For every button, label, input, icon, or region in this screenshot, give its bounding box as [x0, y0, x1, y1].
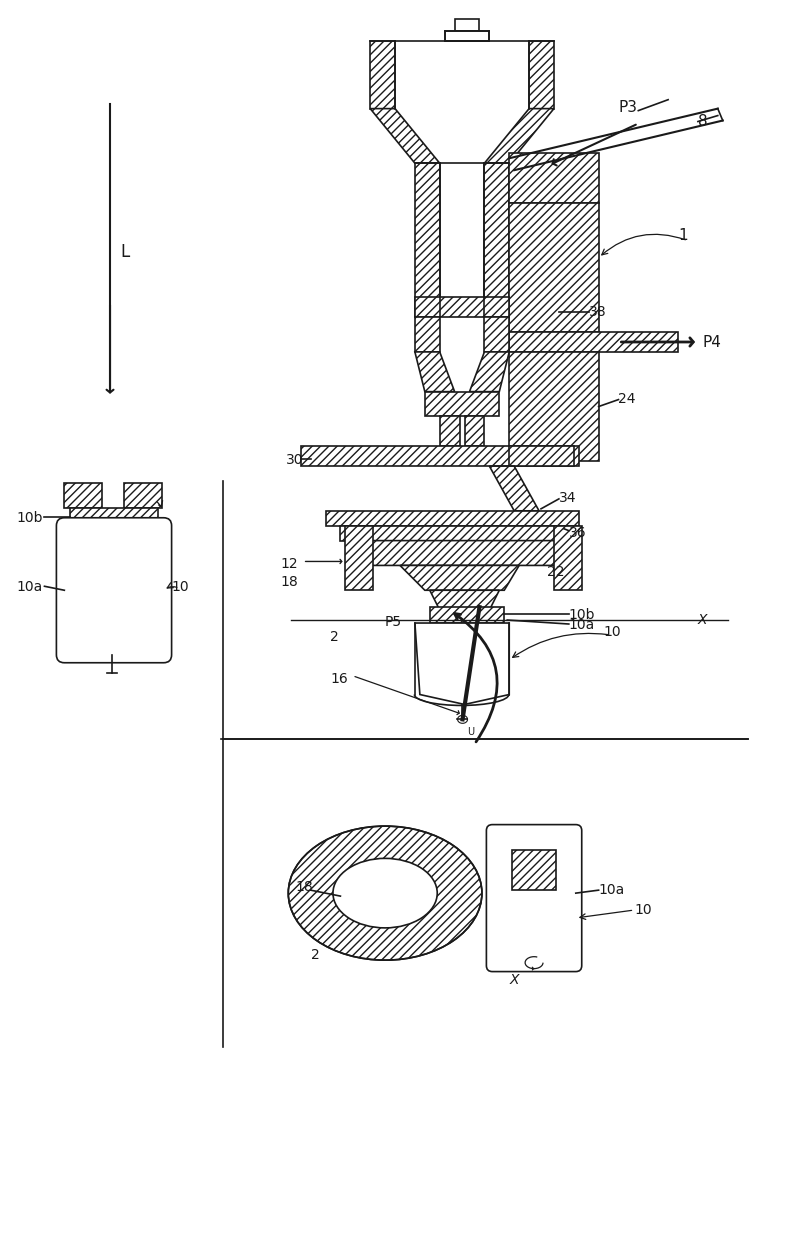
FancyBboxPatch shape	[486, 825, 582, 972]
Text: 10b: 10b	[569, 608, 595, 622]
Text: 2: 2	[310, 948, 319, 962]
Text: 8: 8	[698, 114, 707, 129]
Polygon shape	[510, 352, 598, 461]
Text: 18: 18	[281, 576, 298, 590]
Text: 16: 16	[330, 671, 348, 686]
Ellipse shape	[288, 826, 482, 960]
Polygon shape	[512, 850, 556, 890]
Polygon shape	[529, 41, 554, 109]
Text: P4: P4	[703, 336, 722, 351]
Polygon shape	[510, 153, 598, 203]
Text: 10a: 10a	[598, 883, 625, 898]
Text: 36: 36	[569, 526, 586, 540]
Text: 24: 24	[618, 392, 636, 406]
Text: P5: P5	[385, 615, 402, 629]
Text: U: U	[467, 727, 474, 737]
Polygon shape	[510, 203, 598, 332]
Text: 10a: 10a	[569, 618, 595, 632]
Text: 10a: 10a	[16, 581, 42, 595]
Polygon shape	[510, 446, 574, 466]
Text: 10: 10	[171, 581, 190, 595]
Polygon shape	[445, 31, 490, 41]
Polygon shape	[415, 317, 440, 352]
Text: P3: P3	[618, 100, 638, 115]
Polygon shape	[70, 508, 158, 526]
Polygon shape	[346, 526, 373, 590]
Text: 22: 22	[547, 566, 565, 580]
Polygon shape	[350, 541, 578, 566]
Polygon shape	[415, 352, 454, 392]
Polygon shape	[430, 607, 504, 623]
Polygon shape	[470, 352, 510, 392]
Text: 38: 38	[589, 305, 606, 319]
Text: 10: 10	[634, 903, 652, 916]
Polygon shape	[510, 332, 678, 352]
Text: 10: 10	[603, 625, 622, 639]
Polygon shape	[415, 163, 440, 317]
Polygon shape	[554, 526, 582, 590]
Polygon shape	[415, 623, 510, 705]
Text: 34: 34	[559, 491, 576, 505]
Polygon shape	[64, 483, 102, 508]
Text: 2: 2	[330, 630, 339, 644]
Polygon shape	[465, 417, 485, 446]
Text: 1: 1	[678, 228, 688, 243]
Polygon shape	[485, 109, 554, 163]
Polygon shape	[430, 590, 499, 610]
Polygon shape	[490, 466, 539, 511]
Polygon shape	[400, 566, 519, 590]
Polygon shape	[326, 511, 578, 526]
Text: L: L	[120, 243, 130, 260]
Polygon shape	[485, 317, 510, 352]
Ellipse shape	[333, 859, 438, 928]
Polygon shape	[370, 109, 440, 163]
Polygon shape	[485, 163, 510, 317]
Text: X: X	[698, 613, 707, 627]
Text: X: X	[510, 973, 518, 987]
Polygon shape	[341, 526, 564, 541]
Polygon shape	[415, 297, 510, 317]
FancyBboxPatch shape	[57, 518, 171, 662]
Polygon shape	[425, 392, 499, 417]
Polygon shape	[370, 41, 395, 109]
Text: 30: 30	[286, 453, 303, 467]
Text: 10b: 10b	[16, 511, 42, 525]
Polygon shape	[301, 446, 578, 466]
Text: 18: 18	[296, 880, 314, 894]
Polygon shape	[440, 417, 459, 446]
Polygon shape	[124, 483, 162, 508]
Text: 12: 12	[281, 557, 298, 571]
Polygon shape	[454, 19, 479, 31]
